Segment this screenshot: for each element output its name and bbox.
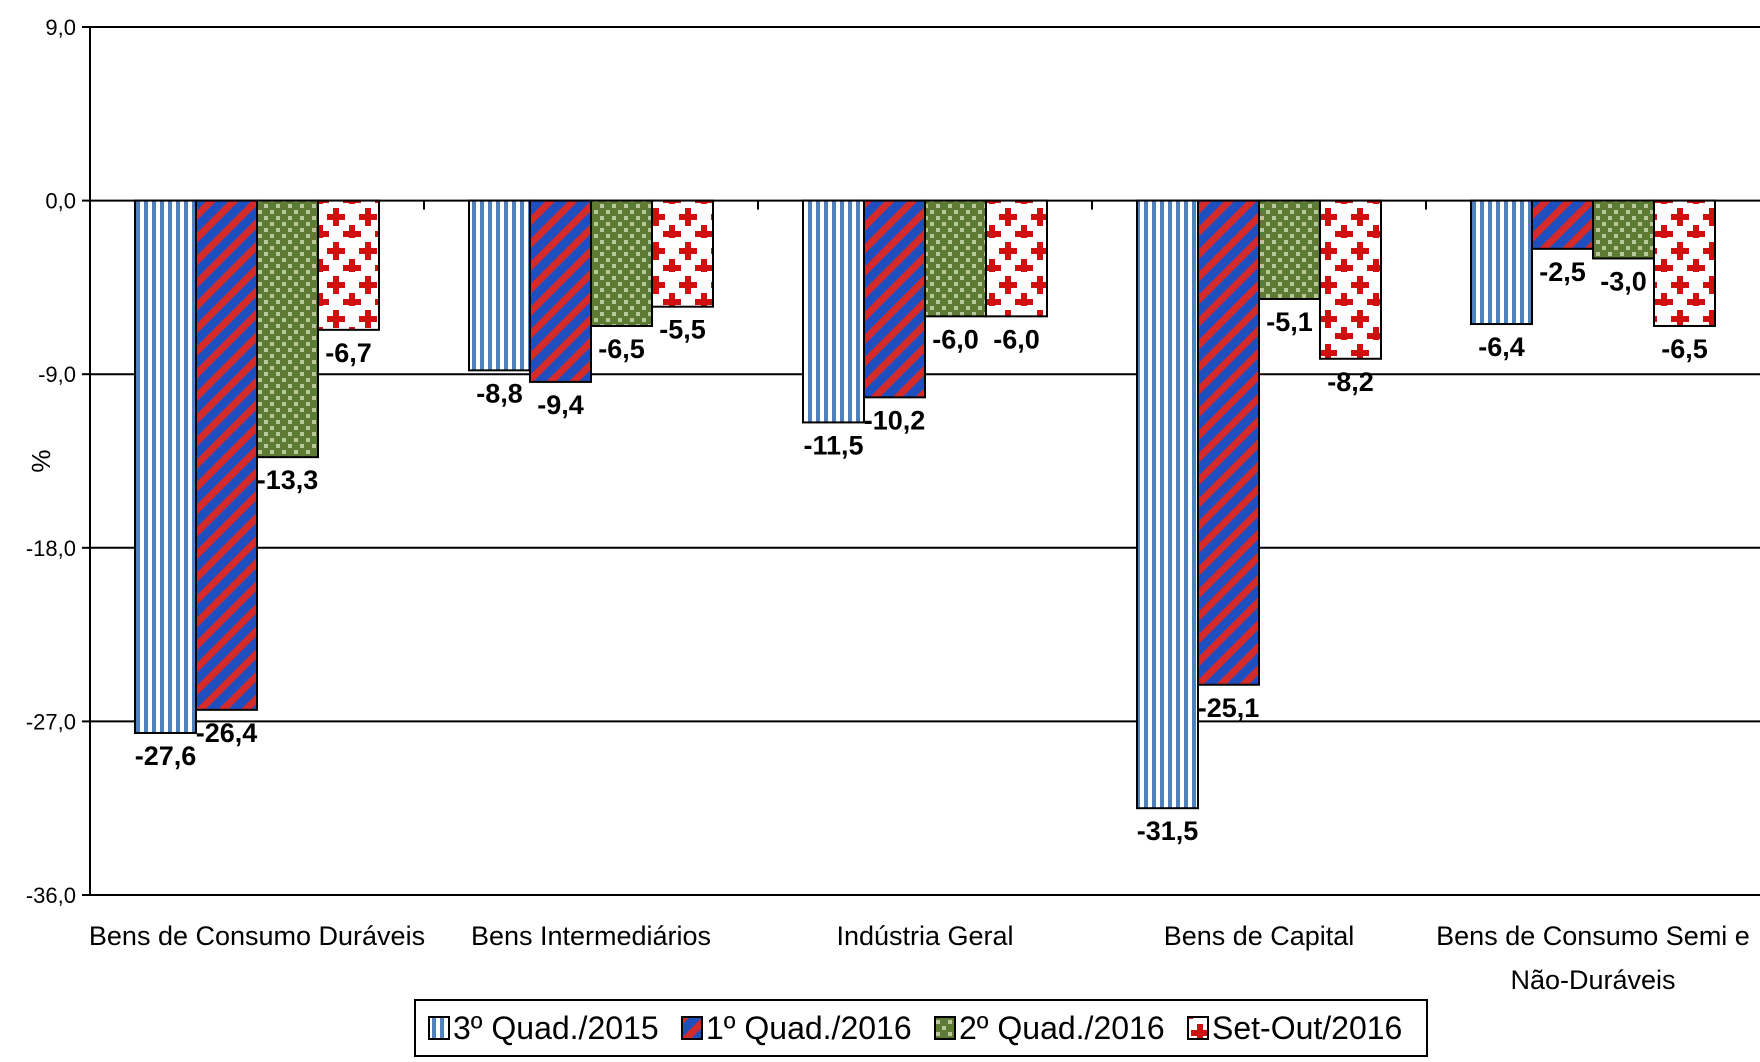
data-label: -2,5 bbox=[1539, 257, 1586, 287]
data-label: -6,7 bbox=[325, 338, 372, 368]
bar bbox=[134, 199, 197, 734]
bar bbox=[802, 199, 865, 424]
y-tick-label: -36,0 bbox=[26, 883, 76, 908]
y-tick-label: -9,0 bbox=[38, 362, 76, 387]
bar bbox=[985, 199, 1048, 318]
legend-swatch bbox=[1187, 1016, 1209, 1040]
bar bbox=[256, 199, 319, 459]
bar bbox=[924, 199, 987, 318]
legend-label: 2º Quad./2016 bbox=[959, 1010, 1165, 1046]
bar bbox=[863, 199, 926, 399]
data-label: -10,2 bbox=[864, 405, 926, 435]
data-label: -6,5 bbox=[1661, 334, 1708, 364]
bar bbox=[1653, 199, 1716, 327]
legend-label: Set-Out/2016 bbox=[1212, 1010, 1402, 1046]
legend-label: 1º Quad./2016 bbox=[706, 1010, 912, 1046]
legend-swatch bbox=[681, 1016, 703, 1040]
bar bbox=[1470, 199, 1533, 326]
legend-swatch bbox=[428, 1016, 450, 1040]
data-label: -6,0 bbox=[993, 324, 1040, 354]
data-label: -26,4 bbox=[196, 718, 258, 748]
y-tick-label: -18,0 bbox=[26, 536, 76, 561]
y-tick-label: -27,0 bbox=[26, 709, 76, 734]
category-label: Bens Intermediários bbox=[471, 921, 711, 951]
bar bbox=[1197, 199, 1260, 686]
axes: 9,0 0,0 -9,0 -18,0 -27,0 -36,0% Bens de Consum… bbox=[26, 15, 1760, 995]
y-tick-label: 9,0 bbox=[45, 15, 76, 40]
data-label: -13,3 bbox=[257, 465, 319, 495]
data-label: -8,8 bbox=[476, 378, 523, 408]
data-label: -27,6 bbox=[135, 741, 197, 771]
y-tick-label: 0,0 bbox=[45, 189, 76, 214]
data-labels: -27,6-26,4 -13,3 -6,7 -8,8 -9,4 -6,5 -5,5 -11,5… bbox=[135, 257, 1708, 846]
bar bbox=[1258, 199, 1321, 300]
category-label: Bens de Consumo Duráveis bbox=[89, 921, 425, 951]
data-label: -3,0 bbox=[1600, 266, 1647, 296]
data-label: -8,2 bbox=[1327, 367, 1374, 397]
bar bbox=[468, 199, 531, 372]
legend-label: 3º Quad./2015 bbox=[453, 1010, 659, 1046]
legend: 3º Quad./2015 1º Quad./2016 2º Quad./2016 S… bbox=[414, 999, 1428, 1057]
category-label: Indústria Geral bbox=[836, 921, 1013, 951]
legend-box bbox=[414, 999, 1428, 1057]
bar bbox=[1592, 199, 1655, 260]
data-label: -6,0 bbox=[932, 324, 979, 354]
bars bbox=[134, 199, 1716, 810]
data-label: -6,5 bbox=[598, 334, 645, 364]
bar bbox=[1136, 199, 1199, 810]
data-label: -5,1 bbox=[1266, 307, 1313, 337]
bar bbox=[317, 199, 380, 331]
data-label: -11,5 bbox=[803, 430, 863, 460]
y-axis-label: % bbox=[26, 449, 56, 472]
data-label: -6,4 bbox=[1478, 332, 1525, 362]
bar bbox=[1531, 199, 1594, 250]
category-label: Não-Duráveis bbox=[1510, 965, 1675, 995]
data-label: -31,5 bbox=[1137, 816, 1199, 846]
legend-swatch bbox=[934, 1016, 956, 1040]
data-label: -25,1 bbox=[1198, 693, 1260, 723]
bar bbox=[1319, 199, 1382, 360]
data-label: -9,4 bbox=[537, 390, 584, 420]
data-label: -5,5 bbox=[659, 315, 706, 345]
category-label: Bens de Capital bbox=[1164, 921, 1355, 951]
category-label: Bens de Consumo Semi e bbox=[1436, 921, 1750, 951]
bar bbox=[529, 199, 592, 383]
bar bbox=[651, 199, 714, 308]
bar bbox=[590, 199, 653, 327]
bar bbox=[195, 199, 258, 711]
